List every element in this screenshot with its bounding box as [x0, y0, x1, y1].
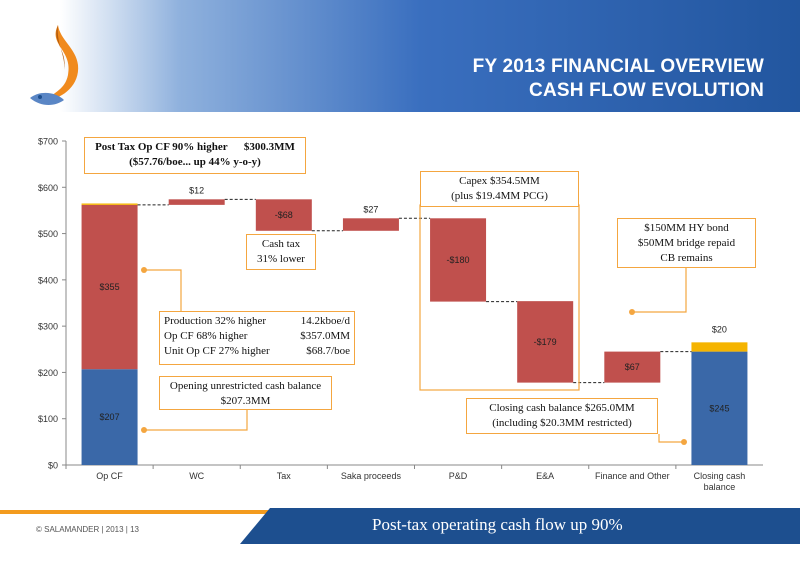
y-tick-label: $300 — [38, 322, 58, 332]
y-tick-label: $400 — [38, 275, 58, 285]
data-label: $27 — [363, 204, 378, 214]
bond-callout: $150MM HY bond $50MM bridge repaid CB re… — [617, 218, 756, 268]
data-label: $20 — [712, 324, 727, 334]
x-tick-label: Closing cash — [694, 471, 746, 481]
x-tick-label: Finance and Other — [595, 471, 670, 481]
bar-segment — [81, 369, 138, 465]
data-label: -$179 — [534, 337, 557, 347]
bar-segment — [604, 351, 661, 383]
production-row-0: Production 32% higher 14.2kboe/d — [164, 314, 350, 329]
footer-bar — [240, 508, 800, 544]
production-value-2: $68.7/boe — [306, 345, 350, 357]
capex-line2: (plus $19.4MM PCG) — [451, 190, 548, 202]
page-title-line2: CASH FLOW EVOLUTION — [529, 80, 764, 101]
post-tax-line1: Post Tax Op CF 90% higher $300.3MM — [95, 141, 295, 153]
page-title-line1: FY 2013 FINANCIAL OVERVIEW — [472, 56, 764, 77]
bar-segment — [691, 351, 748, 465]
y-tick-label: $500 — [38, 229, 58, 239]
footer-tagline: Post-tax operating cash flow up 90% — [372, 515, 623, 534]
bar-segment — [342, 218, 399, 231]
opening-leader — [144, 410, 248, 431]
closing-line1: Closing cash balance $265.0MM — [489, 402, 635, 414]
production-leader — [144, 269, 182, 311]
data-label: -$68 — [275, 210, 293, 220]
bond-line-2: CB remains — [660, 252, 713, 264]
bond-line-0: $150MM HY bond — [644, 222, 729, 234]
bar-segment — [430, 218, 487, 302]
x-tick-label: E&A — [536, 471, 554, 481]
bar-segment — [255, 199, 312, 231]
y-tick-label: $700 — [38, 137, 58, 147]
production-callout: Production 32% higher 14.2kboe/d Op CF 68… — [159, 311, 355, 365]
cash-tax-callout: Cash tax 31% lower — [246, 234, 316, 270]
data-label: $355 — [100, 282, 120, 292]
salamander-logo-icon — [30, 25, 79, 105]
copyright-text: © SALAMANDER | 2013 | 13 — [36, 525, 139, 534]
bar-segment — [691, 342, 748, 352]
production-row-2: Unit Op CF 27% higher $68.7/boe — [164, 344, 350, 359]
production-label-0: Production 32% higher — [164, 315, 267, 327]
bar-segment — [81, 204, 138, 370]
closing-leader-dot — [681, 439, 687, 445]
closing-leader — [658, 434, 684, 443]
bar-segment — [81, 203, 138, 205]
closing-line2: (including $20.3MM restricted) — [492, 417, 632, 429]
data-label: $245 — [709, 403, 729, 413]
x-tick-label: WC — [189, 471, 204, 481]
bar-segment — [517, 301, 574, 383]
bond-line-1: $50MM bridge repaid — [637, 237, 736, 249]
x-tick-label: balance — [704, 482, 736, 492]
x-tick-label: Op CF — [96, 471, 123, 481]
header-banner — [0, 0, 800, 112]
y-tick-label: $600 — [38, 183, 58, 193]
post-tax-line2: ($57.76/boe... up 44% y-o-y) — [129, 156, 261, 168]
opening-leader-dot — [141, 427, 147, 433]
bond-leader — [632, 268, 687, 313]
closing-balance-callout: Closing cash balance $265.0MM (including… — [466, 398, 658, 434]
cash-tax-text: Cash tax 31% lower — [257, 238, 305, 265]
y-tick-label: $200 — [38, 368, 58, 378]
y-tick-label: $0 — [48, 461, 58, 471]
data-label: $67 — [625, 362, 640, 372]
production-label-1: Op CF 68% higher — [164, 330, 248, 342]
data-label: $12 — [189, 185, 204, 195]
bond-leader-dot — [629, 309, 635, 315]
post-tax-callout: Post Tax Op CF 90% higher $300.3MM ($57.… — [84, 137, 306, 174]
x-tick-label: P&D — [449, 471, 468, 481]
production-leader-dot — [141, 267, 147, 273]
y-tick-label: $100 — [38, 414, 58, 424]
production-value-1: $357.0MM — [300, 330, 350, 342]
capex-callout: Capex $354.5MM (plus $19.4MM PCG) — [420, 171, 579, 207]
bar-segment — [168, 199, 225, 205]
data-label: $207 — [100, 412, 120, 422]
opening-balance-callout: Opening unrestricted cash balance $207.3… — [159, 376, 332, 410]
production-row-1: Op CF 68% higher $357.0MM — [164, 329, 350, 344]
capex-line1: Capex $354.5MM — [459, 175, 540, 187]
data-label: -$180 — [447, 255, 470, 265]
opening-balance-text: Opening unrestricted cash balance $207.3… — [169, 380, 322, 407]
production-label-2: Unit Op CF 27% higher — [164, 345, 270, 357]
production-value-0: 14.2kboe/d — [300, 315, 350, 327]
x-tick-label: Tax — [277, 471, 292, 481]
x-tick-label: Saka proceeds — [341, 471, 402, 481]
